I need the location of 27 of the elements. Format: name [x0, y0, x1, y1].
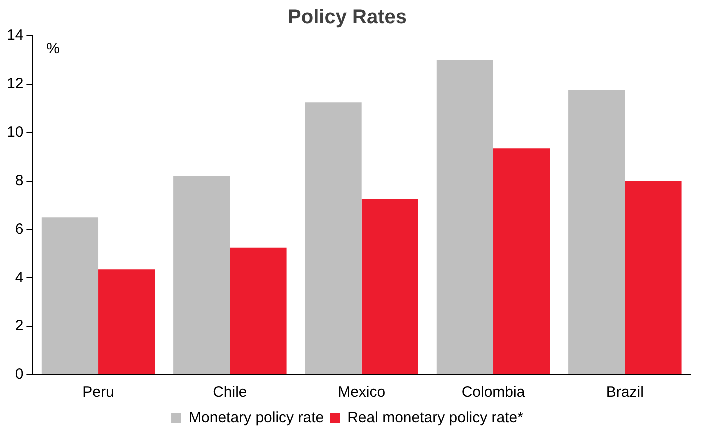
chart-title: Policy Rates	[288, 6, 407, 29]
y-tick-label: 0	[15, 366, 24, 384]
x-tick-label: Mexico	[338, 384, 386, 402]
y-tick-label: 14	[6, 27, 24, 44]
bar	[362, 199, 418, 374]
bar	[174, 176, 230, 374]
bar	[305, 102, 362, 374]
y-axis-title: %	[46, 40, 60, 58]
legend-label: Real monetary policy rate*	[348, 410, 524, 427]
bar	[436, 60, 494, 374]
x-tick-label: Colombia	[462, 384, 526, 402]
y-tick-label: 6	[15, 220, 24, 238]
y-tick-label: 12	[6, 76, 24, 93]
y-tick-label: 8	[15, 172, 24, 190]
bar	[230, 248, 287, 374]
y-tick-label: 4	[15, 269, 24, 286]
bar	[568, 90, 626, 374]
bar	[42, 218, 99, 374]
bar	[98, 270, 156, 374]
x-tick-label: Brazil	[606, 384, 644, 402]
y-tick-label: 2	[15, 318, 24, 335]
x-tick-label: Peru	[82, 384, 114, 402]
bar	[494, 148, 550, 374]
legend-label: Monetary policy rate	[189, 410, 324, 427]
bar	[625, 181, 682, 374]
x-tick-label: Chile	[213, 384, 248, 402]
y-tick-label: 10	[6, 124, 24, 141]
